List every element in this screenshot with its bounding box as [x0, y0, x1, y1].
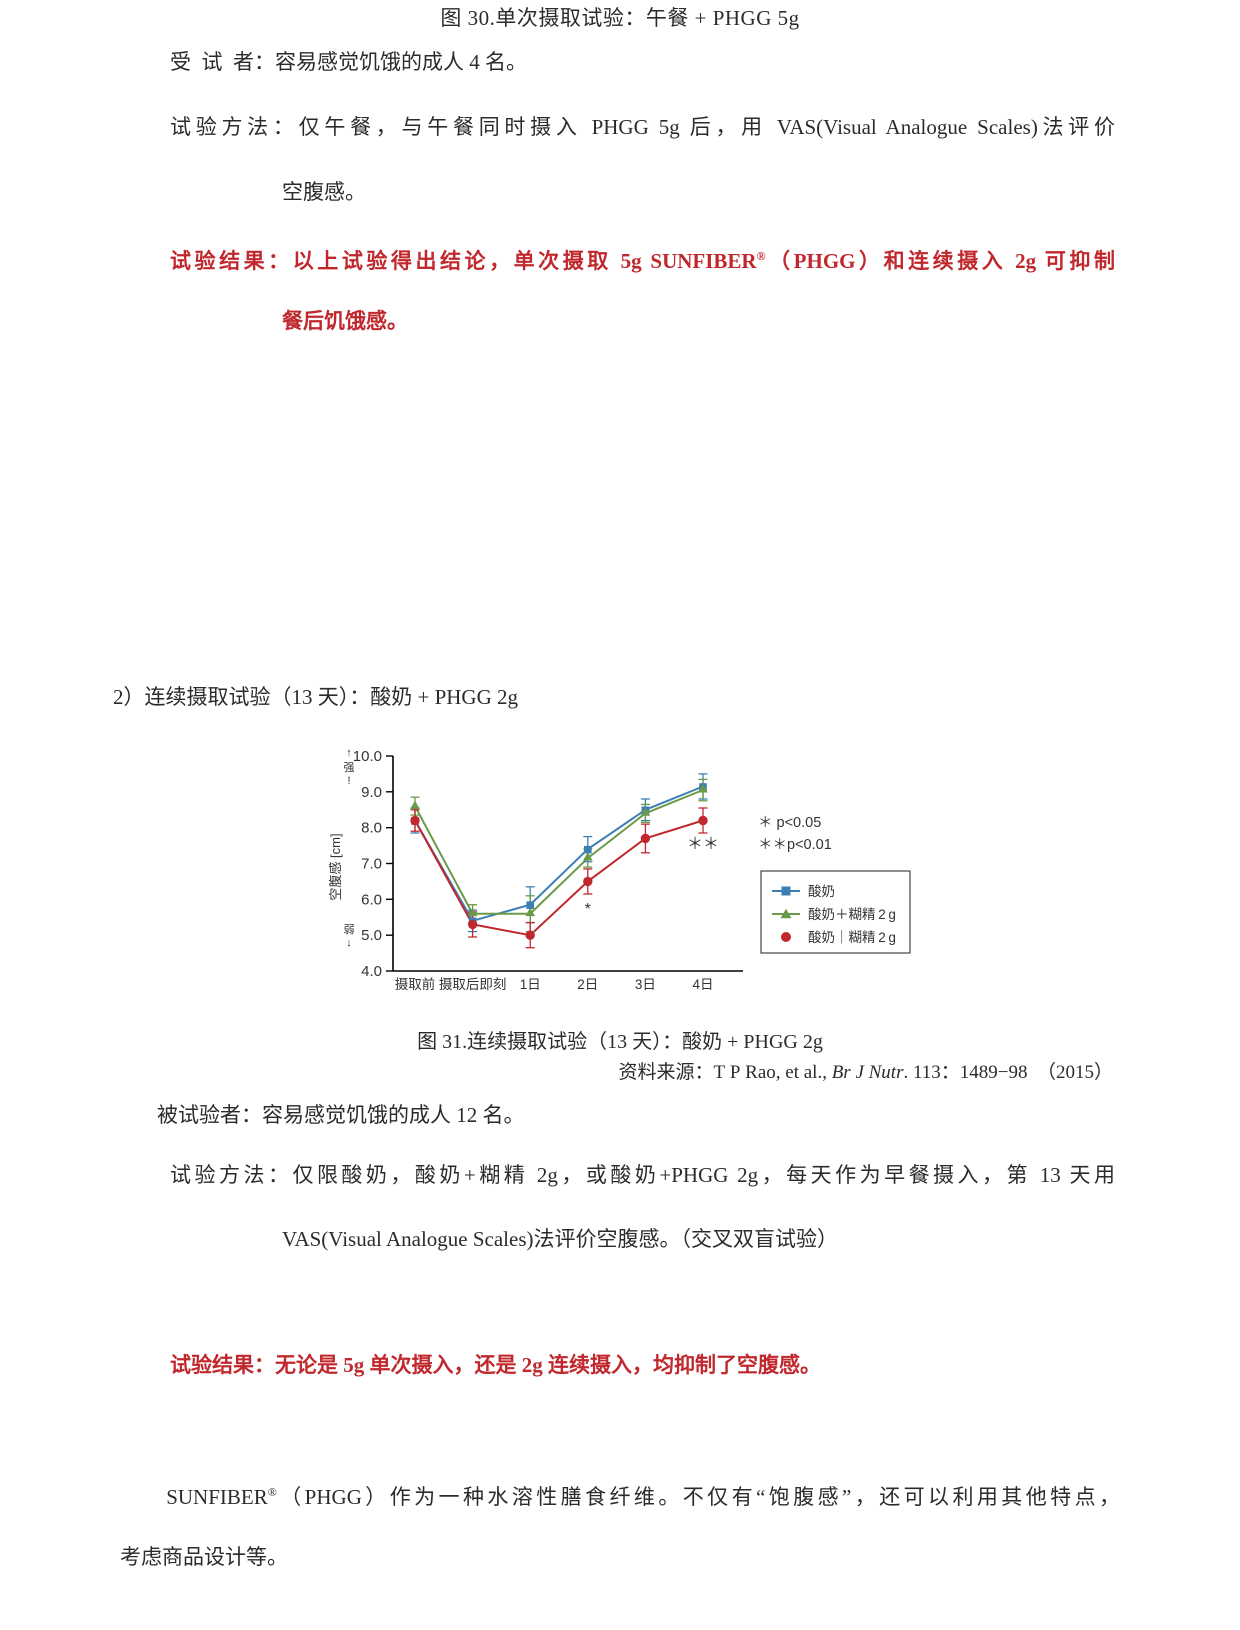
svg-text:＊＊p<0.01: ＊＊p<0.01 — [758, 837, 832, 853]
svg-text:摄取前: 摄取前 — [395, 976, 436, 992]
svg-text:↓: ↓ — [346, 937, 352, 949]
svg-text:2日: 2日 — [577, 977, 598, 992]
svg-text:!: ! — [347, 775, 350, 787]
svg-text:↑: ↑ — [346, 747, 352, 759]
svg-text:5.0: 5.0 — [361, 927, 382, 944]
svg-text:酸奶: 酸奶 — [808, 884, 835, 899]
svg-text:4日: 4日 — [692, 977, 713, 992]
svg-text:强: 强 — [344, 762, 355, 774]
svg-text:摄取后即刻: 摄取后即刻 — [439, 977, 507, 992]
svg-text:弱: 弱 — [344, 923, 355, 936]
svg-text:1日: 1日 — [520, 977, 541, 992]
svg-text:3日: 3日 — [635, 977, 656, 992]
svg-text:＊＊: ＊＊ — [687, 836, 719, 853]
svg-text:4.0: 4.0 — [361, 963, 382, 980]
svg-text:9.0: 9.0 — [361, 784, 382, 801]
svg-text:6.0: 6.0 — [361, 891, 382, 908]
svg-text:*: * — [585, 901, 591, 918]
svg-text:8.0: 8.0 — [361, 820, 382, 837]
svg-text:＊ p<0.05: ＊ p<0.05 — [758, 815, 821, 831]
svg-text:酸奶｜糊精 2 g: 酸奶｜糊精 2 g — [808, 930, 896, 945]
svg-text:7.0: 7.0 — [361, 856, 382, 873]
svg-text:空腹感 [cm]: 空腹感 [cm] — [328, 833, 343, 900]
svg-text:酸奶＋糊精 2 g: 酸奶＋糊精 2 g — [808, 907, 896, 922]
svg-text:10.0: 10.0 — [353, 748, 382, 765]
